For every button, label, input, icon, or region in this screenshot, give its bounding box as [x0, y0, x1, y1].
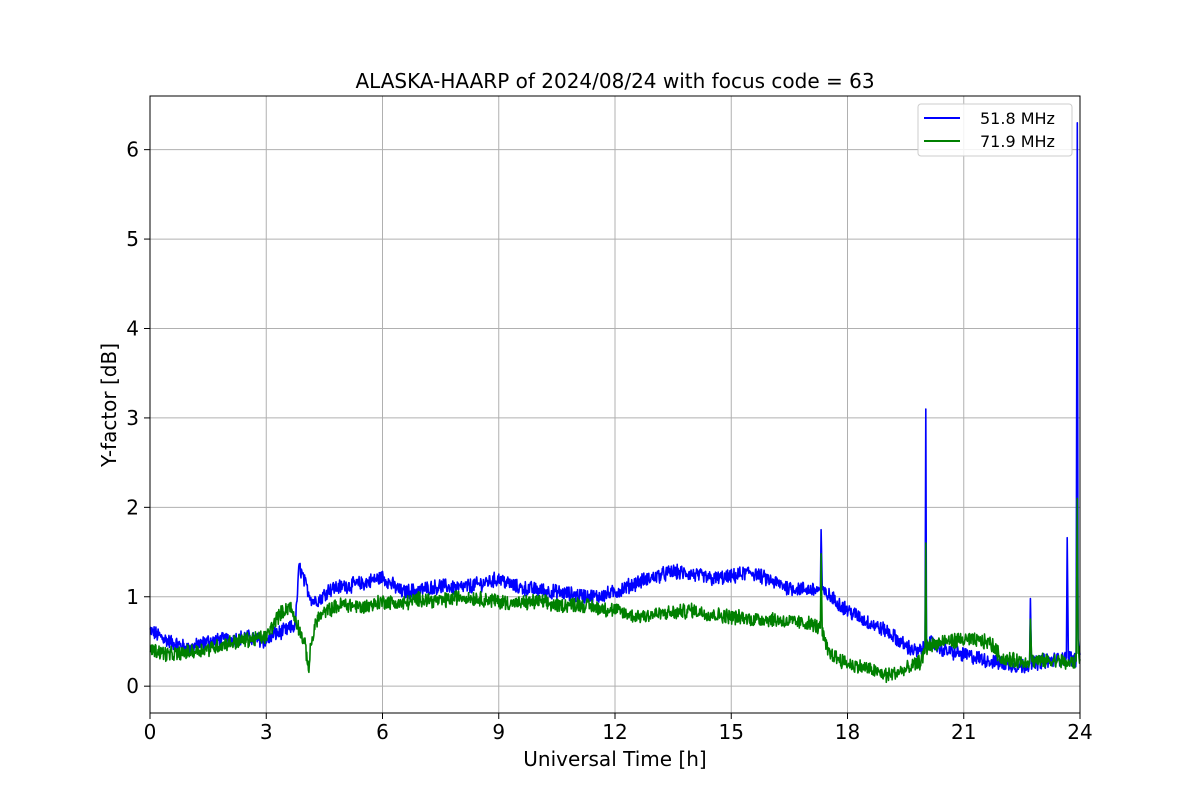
- x-tick-label: 0: [144, 720, 157, 744]
- chart-title: ALASKA-HAARP of 2024/08/24 with focus co…: [355, 69, 874, 93]
- x-tick-label: 21: [951, 720, 976, 744]
- y-tick-label: 0: [126, 674, 139, 698]
- y-tick-label: 6: [126, 138, 139, 162]
- series-layer: [149, 122, 1081, 684]
- legend-label: 51.8 MHz: [980, 109, 1055, 128]
- series-line-1: [149, 497, 1081, 684]
- y-tick-label: 4: [126, 316, 139, 340]
- y-tick-label: 3: [126, 406, 139, 430]
- y-axis-title: Y-factor [dB]: [97, 343, 121, 468]
- x-tick-label: 18: [835, 720, 860, 744]
- x-tick-label: 9: [492, 720, 505, 744]
- x-tick-label: 6: [376, 720, 389, 744]
- x-tick-label: 3: [260, 720, 273, 744]
- y-tick-label: 1: [126, 585, 139, 609]
- y-tick-label: 2: [126, 495, 139, 519]
- x-tick-label: 15: [719, 720, 744, 744]
- x-axis-title: Universal Time [h]: [523, 747, 706, 771]
- legend: 51.8 MHz 71.9 MHz: [917, 103, 1073, 157]
- y-tick-label: 5: [126, 227, 139, 251]
- series-line-0: [149, 122, 1081, 674]
- x-tick-label: 12: [602, 720, 627, 744]
- legend-label: 71.9 MHz: [980, 132, 1055, 151]
- x-tick-label: 24: [1067, 720, 1092, 744]
